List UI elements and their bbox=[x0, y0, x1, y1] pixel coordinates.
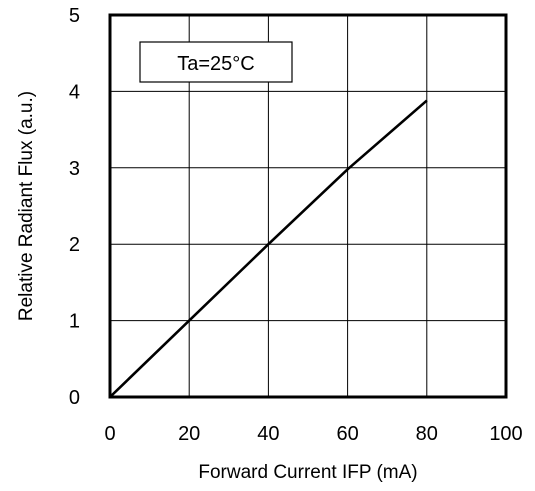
y-tick-label: 3 bbox=[69, 158, 80, 180]
series-line bbox=[109, 99, 428, 398]
x-axis-title: Forward Current IFP (mA) bbox=[198, 462, 417, 483]
annotation-box: Ta=25°C bbox=[139, 41, 293, 83]
x-tick-label: 40 bbox=[257, 423, 279, 445]
plot-frame bbox=[108, 13, 508, 399]
y-tick-label: 5 bbox=[69, 5, 80, 27]
x-tick-label: 80 bbox=[416, 423, 438, 445]
y-tick-label: 1 bbox=[69, 311, 80, 333]
x-tick-label: 20 bbox=[178, 423, 200, 445]
x-tick-label: 60 bbox=[336, 423, 358, 445]
y-tick-labels: 0 1 2 3 4 5 bbox=[69, 5, 80, 409]
x-tick-labels: 0 20 40 60 80 100 bbox=[104, 423, 522, 445]
y-axis-title: Relative Radiant Flux (a.u.) bbox=[16, 91, 37, 321]
x-tick-label: 100 bbox=[489, 423, 522, 445]
y-tick-label: 2 bbox=[69, 234, 80, 256]
y-tick-label: 0 bbox=[69, 387, 80, 409]
y-tick-label: 4 bbox=[69, 81, 80, 103]
series-layer bbox=[109, 99, 428, 398]
annotation-label: Ta=25°C bbox=[177, 53, 255, 75]
x-tick-label: 0 bbox=[104, 423, 115, 445]
